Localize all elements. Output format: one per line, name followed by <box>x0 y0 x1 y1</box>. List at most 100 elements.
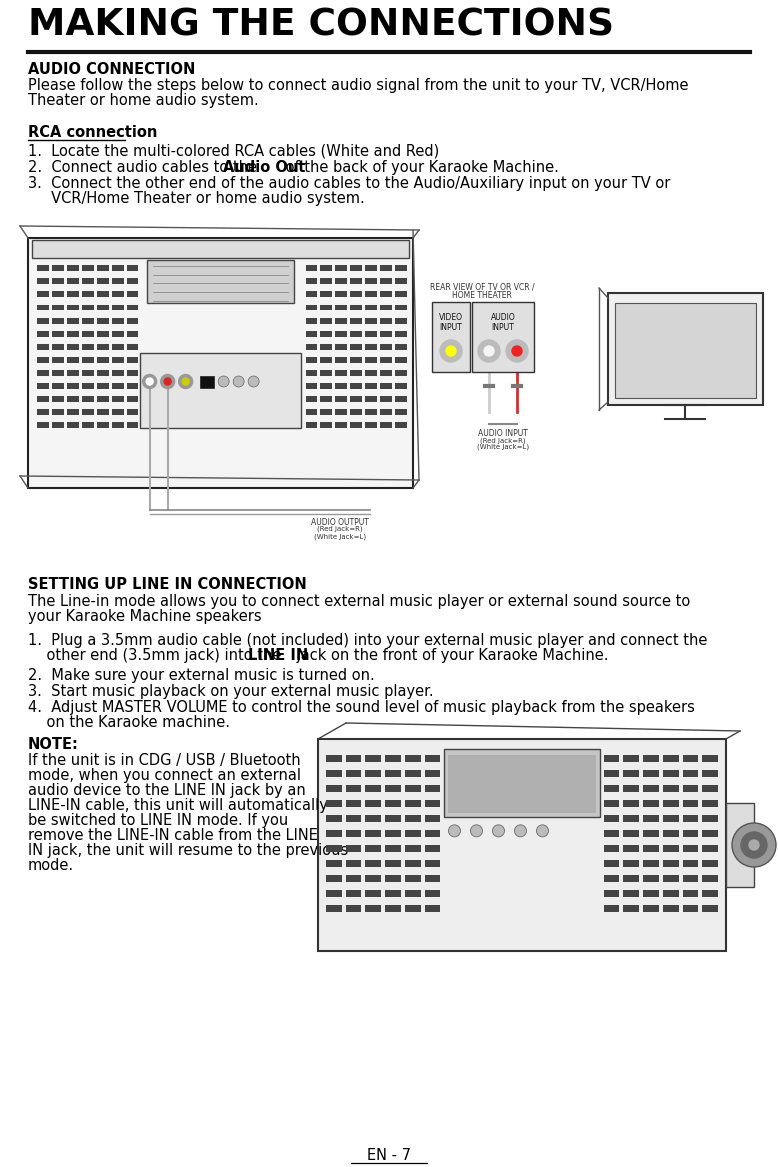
Bar <box>663 890 678 897</box>
Bar <box>682 906 699 911</box>
Bar <box>703 815 718 822</box>
Bar <box>623 875 640 882</box>
Bar <box>380 279 391 285</box>
Bar <box>425 755 440 762</box>
Bar <box>366 785 381 791</box>
Bar <box>365 344 377 350</box>
Bar <box>682 890 699 897</box>
Bar <box>97 383 109 389</box>
Bar <box>425 860 440 867</box>
Bar <box>682 860 699 867</box>
Bar <box>394 317 407 323</box>
Bar <box>425 770 440 776</box>
Bar <box>326 770 342 776</box>
Bar <box>366 830 381 837</box>
Bar <box>52 279 65 285</box>
Bar <box>394 330 407 336</box>
Bar <box>37 370 49 376</box>
Bar <box>380 422 391 428</box>
Bar <box>604 799 619 806</box>
Bar <box>82 410 94 415</box>
Bar <box>52 396 65 401</box>
Bar <box>326 785 342 791</box>
Bar <box>200 376 214 387</box>
Bar <box>82 357 94 363</box>
Bar <box>52 370 65 376</box>
Bar <box>604 860 619 867</box>
Bar <box>405 770 421 776</box>
Bar <box>682 815 699 822</box>
Bar <box>350 292 362 298</box>
Bar <box>82 305 94 310</box>
Bar <box>306 344 317 350</box>
Text: (Red Jack=R): (Red Jack=R) <box>480 436 526 443</box>
Bar <box>326 755 342 762</box>
Bar <box>365 422 377 428</box>
Bar <box>306 292 317 298</box>
Bar <box>127 279 138 285</box>
Bar <box>365 383 377 389</box>
Bar <box>52 357 65 363</box>
Bar <box>380 370 391 376</box>
Bar <box>335 344 347 350</box>
Bar <box>97 330 109 336</box>
Bar <box>321 370 332 376</box>
Bar <box>37 357 49 363</box>
Bar <box>37 383 49 389</box>
Bar <box>350 370 362 376</box>
Bar <box>623 830 640 837</box>
Bar <box>345 890 362 897</box>
Bar <box>321 279 332 285</box>
Bar <box>608 293 763 405</box>
Bar <box>97 292 109 298</box>
Bar <box>472 302 534 372</box>
Bar <box>394 396 407 401</box>
Text: LINE-IN cable, this unit will automatically: LINE-IN cable, this unit will automatica… <box>28 798 328 813</box>
Circle shape <box>506 340 528 362</box>
Bar <box>385 906 401 911</box>
Circle shape <box>248 376 259 387</box>
Bar <box>425 906 440 911</box>
Text: IN jack, the unit will resume to the previous: IN jack, the unit will resume to the pre… <box>28 843 349 858</box>
Bar <box>350 383 362 389</box>
Bar <box>623 785 640 791</box>
Bar <box>28 238 413 488</box>
Bar <box>326 830 342 837</box>
Bar <box>350 357 362 363</box>
Bar <box>82 330 94 336</box>
Bar <box>335 370 347 376</box>
Bar <box>365 305 377 310</box>
Bar <box>321 317 332 323</box>
Bar <box>82 396 94 401</box>
Text: (White Jack=L): (White Jack=L) <box>477 443 529 450</box>
Bar <box>321 330 332 336</box>
Bar <box>321 265 332 271</box>
Bar <box>703 890 718 897</box>
Text: 1.  Locate the multi-colored RCA cables (White and Red): 1. Locate the multi-colored RCA cables (… <box>28 144 440 159</box>
Bar <box>350 279 362 285</box>
Bar <box>623 755 640 762</box>
Bar <box>127 383 138 389</box>
Bar <box>604 815 619 822</box>
Bar <box>405 875 421 882</box>
Bar <box>335 292 347 298</box>
Bar <box>703 785 718 791</box>
Bar <box>385 845 401 852</box>
Bar <box>682 830 699 837</box>
Bar <box>37 422 49 428</box>
Bar <box>112 265 124 271</box>
Circle shape <box>492 825 504 837</box>
Text: 4.  Adjust MASTER VOLUME to control the sound level of music playback from the s: 4. Adjust MASTER VOLUME to control the s… <box>28 700 695 715</box>
Bar <box>112 357 124 363</box>
Bar <box>97 279 109 285</box>
Text: your Karaoke Machine speakers: your Karaoke Machine speakers <box>28 609 261 624</box>
Text: on the Karaoke machine.: on the Karaoke machine. <box>28 715 230 731</box>
Circle shape <box>478 340 500 362</box>
Bar <box>615 303 756 398</box>
Bar <box>663 770 678 776</box>
Bar <box>67 317 79 323</box>
Bar <box>67 279 79 285</box>
Bar <box>405 830 421 837</box>
Bar <box>425 799 440 806</box>
Bar <box>306 383 317 389</box>
